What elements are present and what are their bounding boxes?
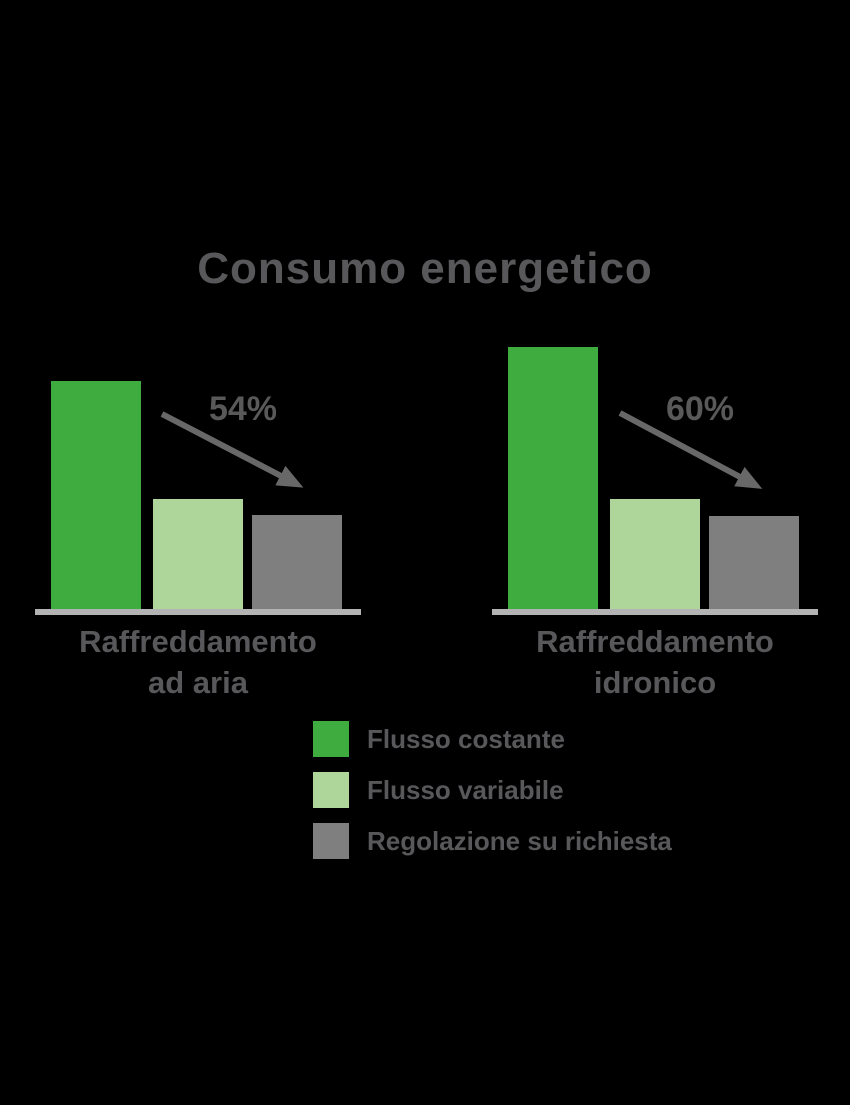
- bar-flusso-variabile: [153, 499, 243, 609]
- legend-item-variable-flow: Flusso variabile: [313, 772, 672, 808]
- reduction-percent-label: 54%: [208, 390, 278, 428]
- bar-flusso-costante: [51, 381, 141, 609]
- legend: Flusso costante Flusso variabile Regolaz…: [313, 721, 672, 859]
- group-label-hydronic-cooling: Raffreddamento idronico: [492, 621, 818, 703]
- reduction-percent-label: 60%: [665, 390, 735, 428]
- group-label-line1: Raffreddamento: [536, 624, 774, 659]
- group-label-line2: ad aria: [148, 665, 248, 700]
- legend-item-demand-regulation: Regolazione su richiesta: [313, 823, 672, 859]
- x-axis-baseline: [35, 609, 361, 615]
- group-label-line2: idronico: [593, 665, 717, 700]
- bar-flusso-costante: [508, 347, 598, 609]
- reduction-arrow-icon: [160, 411, 304, 488]
- bar-group-hydronic-cooling: 60%: [492, 340, 818, 615]
- chart-title: Consumo energetico: [197, 244, 653, 293]
- bar-flusso-variabile: [610, 499, 700, 609]
- legend-swatch-demand-regulation: [313, 823, 349, 859]
- group-label-air-cooling: Raffreddamento ad aria: [35, 621, 361, 703]
- bar-regolazione-su-richiesta: [709, 516, 799, 609]
- legend-swatch-variable-flow: [313, 772, 349, 808]
- legend-label: Regolazione su richiesta: [367, 825, 672, 856]
- bar-regolazione-su-richiesta: [252, 515, 342, 609]
- legend-swatch-constant-flow: [313, 721, 349, 757]
- legend-item-constant-flow: Flusso costante: [313, 721, 672, 757]
- x-axis-baseline: [492, 609, 818, 615]
- reduction-arrow-icon: [618, 410, 763, 489]
- legend-label: Flusso costante: [367, 723, 565, 754]
- group-label-line1: Raffreddamento: [79, 624, 317, 659]
- legend-label: Flusso variabile: [367, 774, 564, 805]
- bar-group-air-cooling: 54%: [35, 340, 361, 615]
